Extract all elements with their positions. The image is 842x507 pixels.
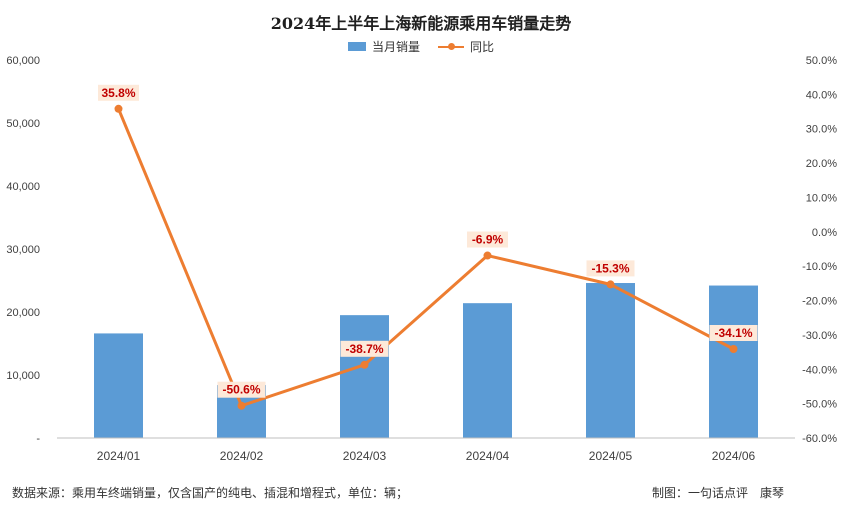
line-point (237, 401, 246, 410)
legend-item-bar: 当月销量 (347, 38, 420, 55)
left-tick-label: 30,000 (6, 244, 40, 256)
left-tick-label: 60,000 (6, 55, 40, 67)
line-point (729, 344, 738, 353)
line-point (360, 360, 369, 369)
right-tick-label: -20.0% (802, 296, 837, 308)
bar (340, 315, 389, 438)
right-tick-label: -30.0% (802, 330, 837, 342)
footer-source: 数据来源：乘用车终端销量，仅含国产的纯电、插混和增程式，单位：辆； (12, 486, 409, 500)
right-tick-label: -40.0% (802, 364, 837, 376)
data-label-bg (709, 324, 758, 341)
legend-swatch-bar (347, 42, 366, 51)
legend: 当月销量 同比 (0, 38, 842, 55)
data-label: -6.9% (472, 233, 504, 247)
left-tick-label: 50,000 (6, 118, 40, 130)
x-tick-label: 2024/06 (712, 449, 756, 463)
legend-item-line: 同比 (438, 38, 494, 55)
right-tick-label: -10.0% (802, 261, 837, 273)
right-tick-label: 20.0% (806, 158, 837, 170)
data-label-bg (98, 84, 139, 101)
bar (463, 303, 512, 438)
legend-label-bar: 当月销量 (371, 40, 420, 54)
series-line (117, 108, 735, 408)
bar (709, 285, 758, 438)
right-tick-label: 40.0% (806, 89, 837, 101)
line-point (483, 251, 492, 260)
left-tick-label: - (36, 433, 40, 445)
footer-credit: 制图：一句话点评 康琴 (651, 486, 784, 500)
line-point (114, 104, 123, 113)
data-label: -38.7% (345, 342, 383, 356)
x-tick-label: 2024/02 (220, 449, 264, 463)
bar (586, 283, 635, 438)
x-tick-label: 2024/01 (97, 449, 141, 463)
chart-title: 2024年上半年上海新能源乘用车销量走势 (270, 14, 572, 33)
x-tick-label: 2024/03 (343, 449, 387, 463)
right-tick-label: 50.0% (806, 55, 837, 67)
right-tick-label: 30.0% (806, 124, 837, 136)
data-label-bg (217, 381, 266, 398)
data-label-bg (586, 260, 635, 277)
data-label: -15.3% (591, 261, 629, 275)
data-label: 35.8% (101, 86, 135, 100)
legend-swatch-line (438, 42, 464, 52)
x-tick-label: 2024/05 (589, 449, 633, 463)
left-tick-label: 40,000 (6, 181, 40, 193)
left-tick-label: 10,000 (6, 370, 40, 382)
data-label: -34.1% (714, 326, 752, 340)
legend-label-line: 同比 (470, 40, 495, 54)
right-tick-label: 0.0% (812, 227, 837, 239)
data-label-bg (467, 231, 508, 248)
right-tick-label: 10.0% (806, 192, 837, 204)
line-point (606, 280, 615, 289)
data-label-bg (340, 340, 389, 357)
left-tick-label: 20,000 (6, 307, 40, 319)
bar (94, 333, 143, 438)
right-tick-label: -50.0% (802, 399, 837, 411)
data-label: -50.6% (222, 383, 260, 397)
right-tick-label: -60.0% (802, 433, 837, 445)
x-tick-label: 2024/04 (466, 449, 510, 463)
